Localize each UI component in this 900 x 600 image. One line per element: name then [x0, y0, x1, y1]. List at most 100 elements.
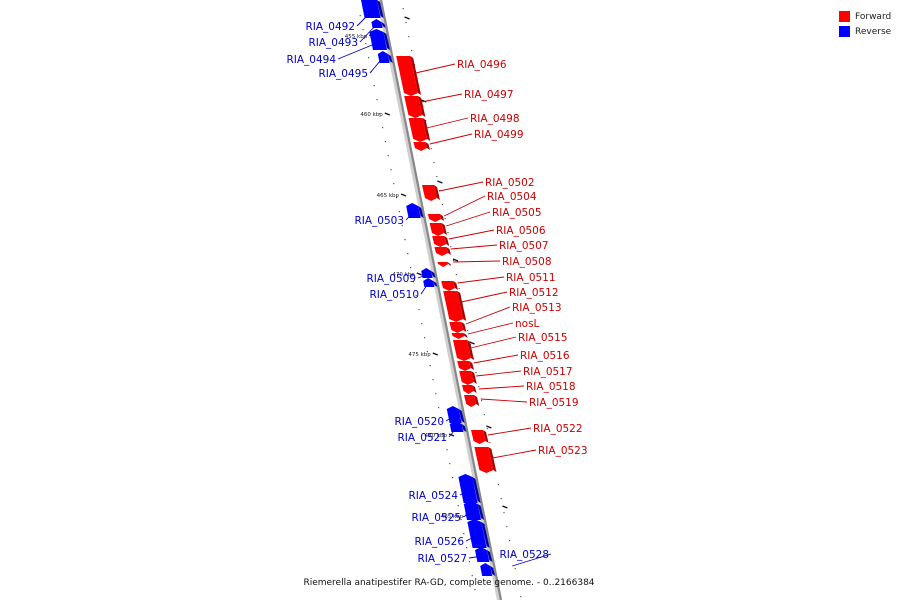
minor-tick-left [396, 197, 398, 199]
minor-tick-left [407, 253, 409, 255]
forward-gene [404, 96, 426, 118]
minor-tick-left [362, 29, 364, 31]
right-tick [486, 425, 492, 429]
minor-tick-right [453, 260, 455, 262]
minor-tick-right [511, 554, 513, 556]
gene-front-face [459, 371, 474, 385]
minor-tick-right [433, 162, 435, 164]
minor-tick-right [520, 596, 522, 598]
minor-tick-left [449, 463, 451, 465]
leader-line [439, 181, 484, 192]
gene-front-face [474, 447, 494, 473]
gene-label: RIA_0527 [417, 553, 467, 565]
legend-item-reverse: Reverse [839, 24, 891, 39]
gene-side-face [488, 447, 497, 472]
gene-front-face [451, 333, 465, 339]
minor-tick-left [424, 337, 426, 339]
minor-tick-left [368, 57, 370, 59]
leader-line [470, 336, 517, 349]
gene-features-layer [361, 0, 497, 576]
gene-front-face [437, 262, 449, 267]
gene-side-face [477, 504, 484, 520]
leader-line [356, 9, 374, 27]
minor-tick-left [421, 323, 423, 325]
gene-front-face [432, 236, 447, 247]
minor-tick-right [478, 386, 480, 388]
gene-front-face [453, 340, 471, 361]
gene-label: RIA_0504 [487, 191, 537, 203]
gene-side-face [472, 477, 481, 503]
gene-side-face [481, 522, 490, 548]
minor-tick-right [467, 330, 469, 332]
gene-front-face [423, 278, 435, 287]
gene-side-face [483, 430, 489, 443]
minor-tick-left [474, 589, 476, 591]
gene-labels-layer: RIA_0492 RIA_0493 RIA_0494 RIA_0495 RIA_0503… [286, 9, 588, 567]
gene-side-face [431, 271, 436, 278]
gene-side-face [474, 395, 480, 406]
gene-side-face [383, 32, 390, 50]
major-tick [400, 193, 407, 197]
gene-label: RIA_0495 [318, 68, 368, 80]
forward-gene [427, 214, 445, 222]
forward-swatch [839, 11, 850, 22]
gene-front-face [471, 430, 486, 444]
backbone-line [379, 0, 503, 600]
reverse-gene [475, 547, 493, 562]
reverse-gene [361, 0, 384, 18]
forward-gene [453, 340, 474, 361]
forward-gene [434, 247, 451, 256]
forward-gene [462, 385, 477, 394]
gene-front-face [427, 214, 442, 222]
right-tick [469, 341, 475, 345]
forward-gene [471, 430, 489, 444]
leader-line [420, 283, 429, 295]
gene-label: RIA_0506 [496, 225, 546, 237]
gene-label: RIA_0492 [305, 21, 355, 33]
minor-tick-right [408, 36, 410, 38]
gene-side-face [418, 96, 426, 117]
forward-gene [432, 236, 450, 247]
gene-label: RIA_0502 [485, 177, 535, 189]
reverse-gene [449, 421, 467, 432]
minor-tick-left [452, 477, 454, 479]
gene-label: RIA_0493 [308, 37, 358, 49]
gene-label: RIA_0510 [369, 289, 419, 301]
gene-side-face [458, 409, 465, 423]
gene-label: RIA_0516 [520, 350, 570, 362]
gene-label: RIA_0520 [394, 416, 444, 428]
gene-label: RIA_0517 [523, 366, 573, 378]
gene-front-face [408, 118, 428, 142]
reverse-gene [480, 563, 496, 576]
leader-line [417, 274, 427, 279]
gene-side-face [418, 206, 424, 218]
forward-gene [457, 361, 474, 371]
gene-front-face [458, 474, 478, 503]
leader-line [468, 555, 483, 559]
minor-tick-left [379, 113, 381, 115]
leader-line [337, 41, 380, 60]
right-tick [452, 258, 459, 262]
minor-tick-left [432, 379, 434, 381]
minor-tick-right [517, 582, 519, 584]
minor-tick-right [506, 526, 508, 528]
gene-side-face [410, 56, 421, 95]
forward-gene [449, 322, 467, 333]
minor-tick-left [373, 85, 375, 87]
legend-label-reverse: Reverse [855, 26, 892, 37]
gene-side-face [441, 223, 447, 235]
gene-side-face [463, 333, 468, 338]
leader-line [480, 398, 528, 403]
minor-tick-right [475, 372, 477, 374]
gene-side-face [457, 291, 467, 321]
minor-tick-right [458, 288, 460, 290]
gene-label: RIA_0505 [492, 207, 542, 219]
gene-label: RIA_0512 [509, 287, 559, 299]
leader-line [421, 93, 463, 103]
minor-tick-left [440, 421, 442, 423]
gene-front-face [467, 519, 487, 548]
minor-tick-left [435, 393, 437, 395]
forward-gene [443, 291, 467, 322]
tick-label: 465 kbp [377, 193, 400, 199]
gene-front-face [434, 247, 448, 256]
